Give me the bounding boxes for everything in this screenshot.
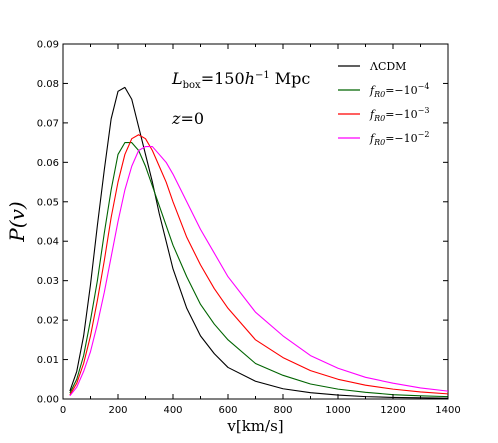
y-tick-label: 0.03 <box>37 276 59 287</box>
x-tick-label: 0 <box>60 405 66 416</box>
y-axis-label: P(v) <box>5 201 29 242</box>
series-line-2 <box>69 134 449 396</box>
x-axis: 0 200 400 600 800 1000 1200 1400 <box>60 44 461 416</box>
y-tick-label: 0.07 <box>37 118 59 129</box>
x-tick-label: 600 <box>218 405 237 416</box>
series-line-3 <box>69 146 449 397</box>
y-axis: 0.00 0.01 0.02 0.03 0.04 0.05 0.06 0.07 0.08 0.09 <box>37 40 448 406</box>
y-tick-label: 0.01 <box>37 355 59 366</box>
x-tick-label: 1000 <box>325 405 350 416</box>
y-tick-label: 0.00 <box>37 395 59 406</box>
x-tick-label: 200 <box>108 405 127 416</box>
annotation-redshift: z=0 <box>171 109 204 128</box>
series-layer <box>69 86 449 399</box>
x-tick-label: 400 <box>163 405 182 416</box>
y-tick-label: 0.02 <box>37 316 59 327</box>
legend: ΛCDM fR0=−10−4 fR0=−10−3 fR0=−10−2 <box>338 60 429 147</box>
x-axis-label: v[km/s] <box>226 417 283 435</box>
annotation-box-size: Lbox=150h−1 Mpc <box>171 69 310 91</box>
legend-label-2: fR0=−10−3 <box>369 106 429 123</box>
series-line-0 <box>69 86 449 399</box>
y-tick-label: 0.08 <box>37 79 59 90</box>
legend-label-0: ΛCDM <box>369 60 406 73</box>
plot-frame <box>62 43 449 400</box>
y-tick-label: 0.06 <box>37 158 59 169</box>
y-tick-label: 0.05 <box>37 197 59 208</box>
y-tick-label: 0.09 <box>37 40 59 51</box>
series-line-1 <box>69 142 449 398</box>
x-tick-label: 1400 <box>435 405 460 416</box>
legend-label-1: fR0=−10−4 <box>369 82 429 99</box>
legend-label-3: fR0=−10−2 <box>369 130 429 147</box>
x-tick-label: 1200 <box>380 405 405 416</box>
x-tick-label: 800 <box>273 405 292 416</box>
y-tick-label: 0.04 <box>37 237 59 248</box>
